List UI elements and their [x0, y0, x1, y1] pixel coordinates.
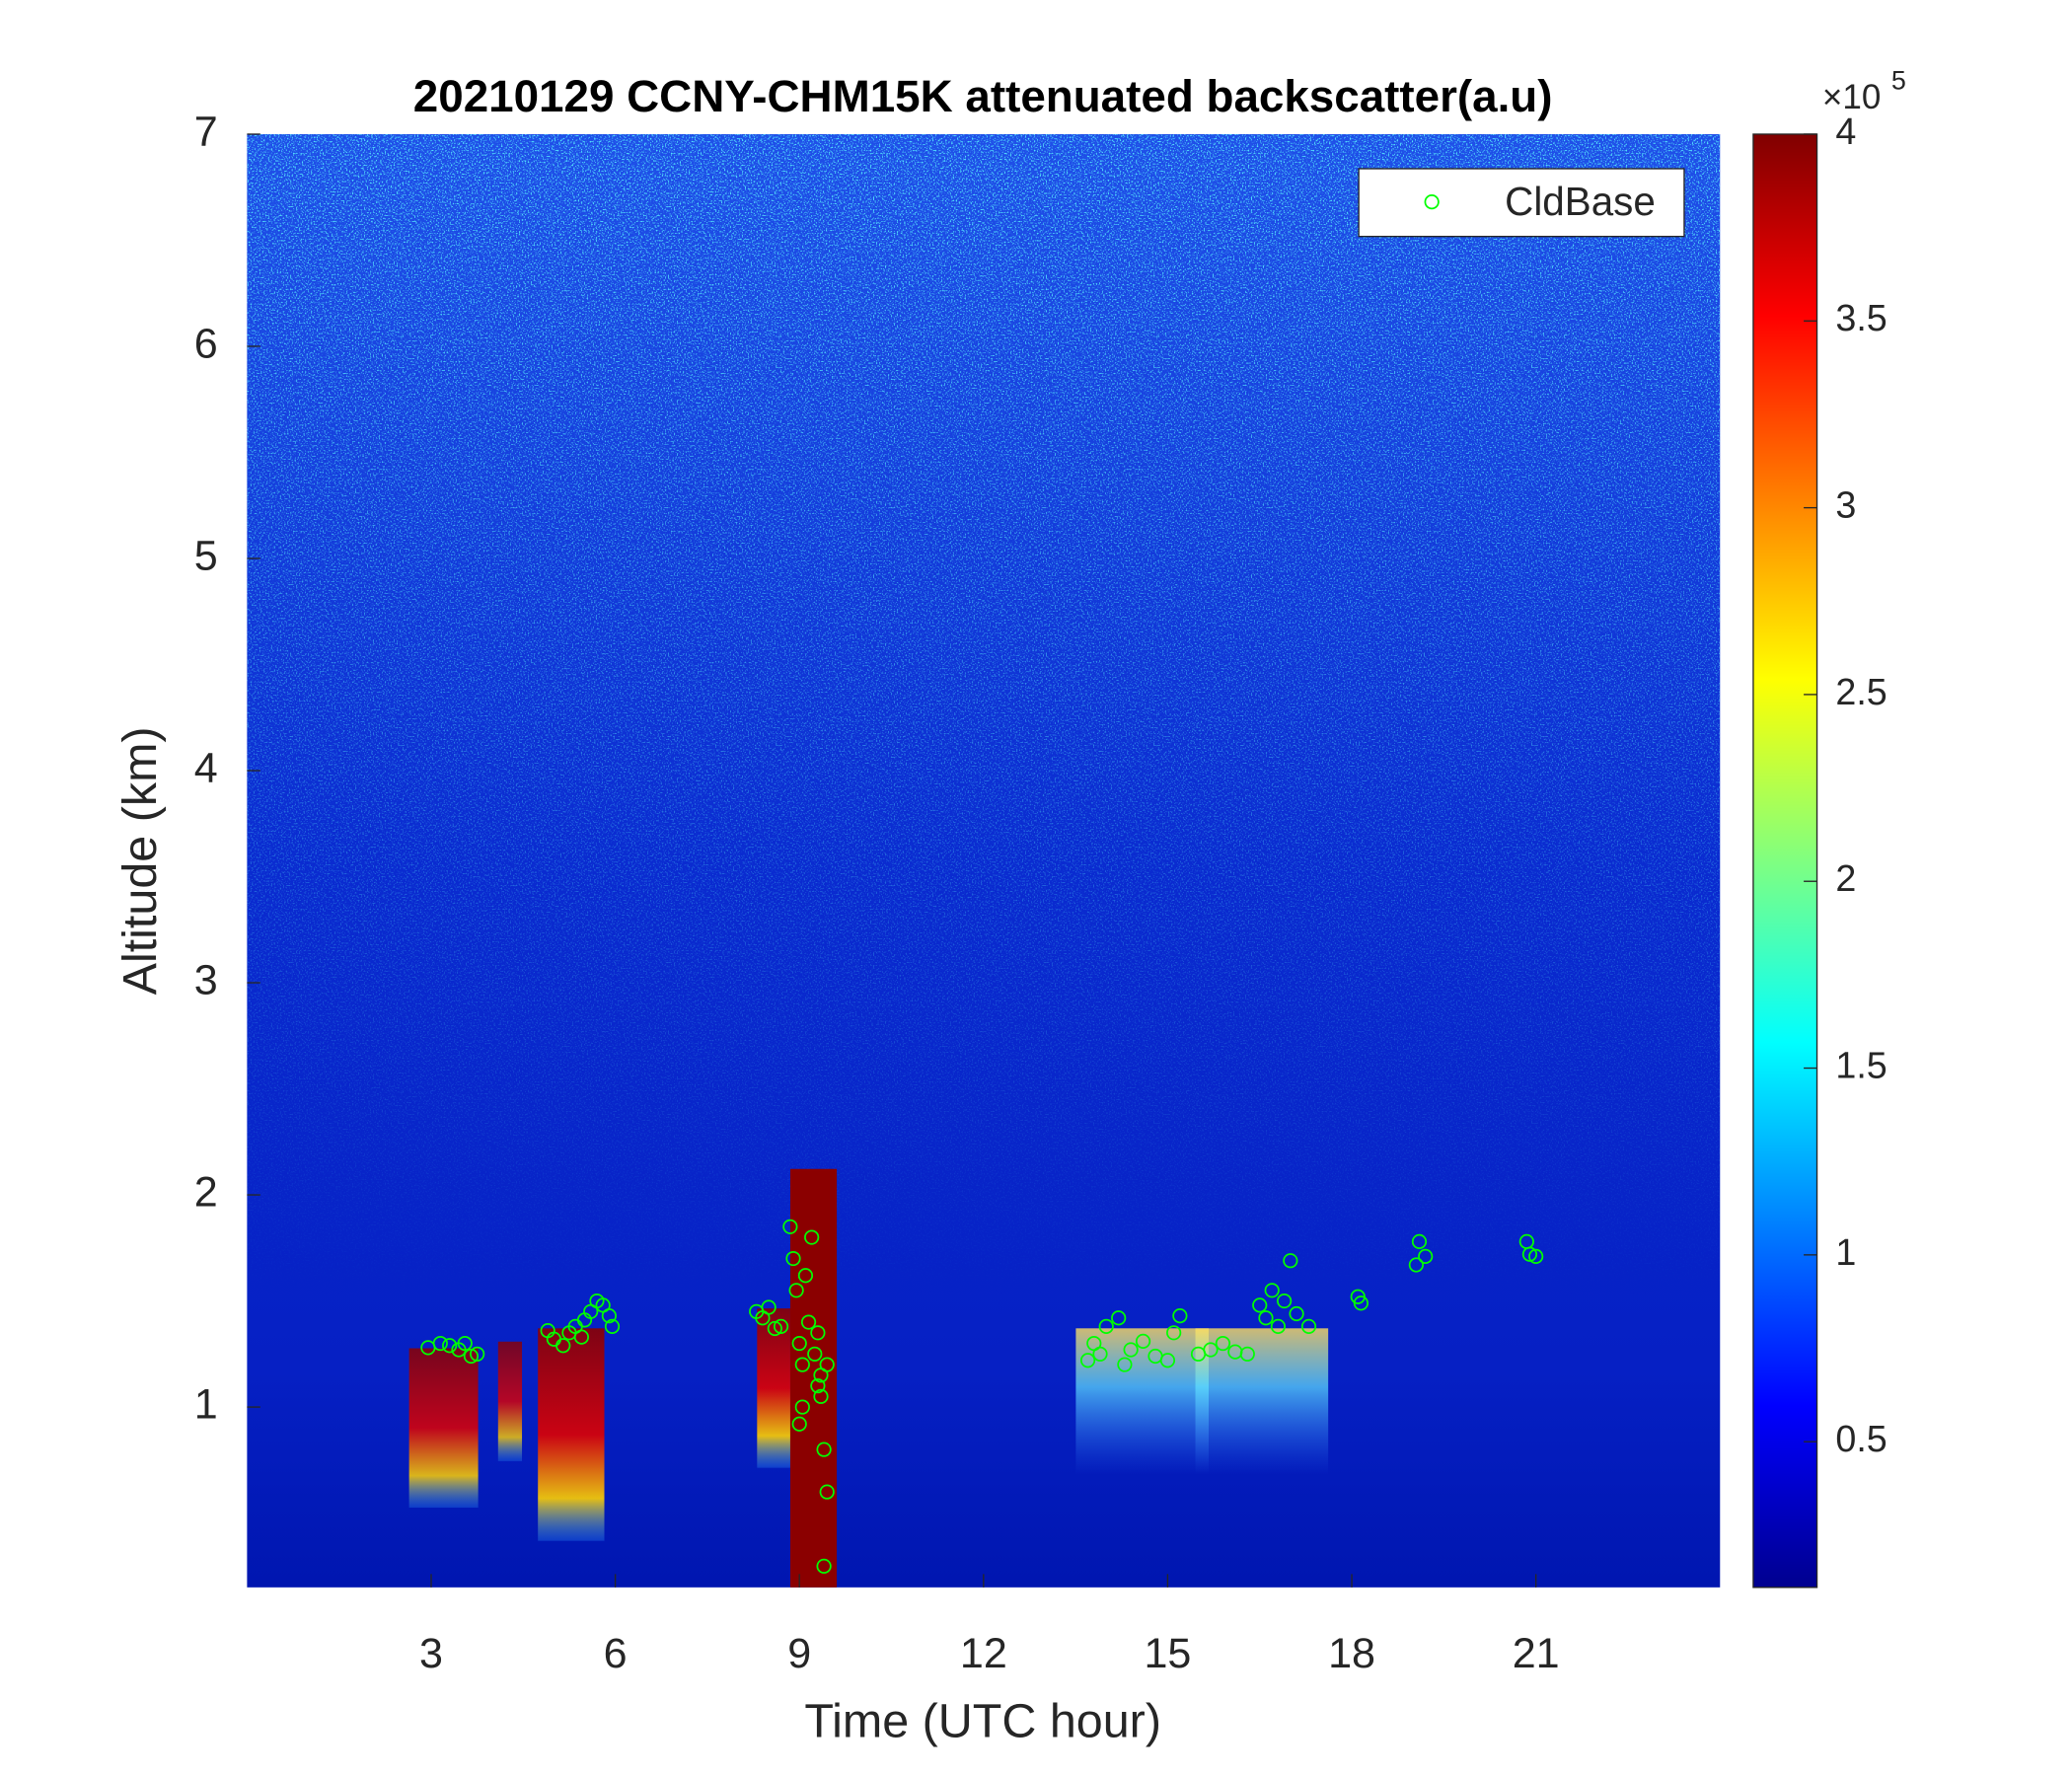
y-tick-label: 6 — [194, 320, 218, 367]
x-tick-label: 12 — [960, 1630, 1007, 1677]
colorbar-tick-label: 1 — [1835, 1231, 1856, 1273]
cloud-base-point — [816, 1558, 832, 1574]
backscatter-field — [247, 133, 1721, 1588]
cloud-base-point — [785, 1250, 801, 1267]
colorbar-tick-label: 3 — [1835, 484, 1856, 526]
cloud-base-point — [1135, 1333, 1151, 1350]
cloud-base-point — [1098, 1318, 1114, 1334]
cloud-base-point — [1258, 1310, 1274, 1326]
colorbar-tick-label: 0.5 — [1835, 1418, 1887, 1459]
cloud-base-point — [1418, 1248, 1434, 1265]
cloud-base-point — [773, 1318, 789, 1334]
legend: CldBase — [1358, 168, 1685, 238]
x-tick-label: 15 — [1144, 1630, 1191, 1677]
cloud-base-point — [1408, 1257, 1424, 1273]
cloud-base-point — [1264, 1283, 1280, 1298]
cloud-base-point — [794, 1399, 810, 1415]
y-tick-label: 2 — [194, 1168, 218, 1216]
cloud-base-point — [791, 1335, 807, 1352]
cloud-base-point — [1353, 1295, 1369, 1311]
cloud-base-point — [1270, 1318, 1287, 1334]
cloud-base-point — [1277, 1293, 1293, 1309]
x-tick-label: 18 — [1328, 1630, 1375, 1677]
cloud-base-point — [442, 1338, 458, 1354]
cloud-base-point — [1159, 1353, 1176, 1369]
x-axis-label: Time (UTC hour) — [804, 1694, 1161, 1747]
x-tick-label: 3 — [419, 1630, 443, 1677]
cloud-base-point — [1215, 1335, 1231, 1352]
colorbar-tick-label: 4 — [1835, 111, 1856, 152]
cloud-base-point — [463, 1348, 480, 1365]
cloud-base-point — [804, 1229, 820, 1245]
legend-marker — [1424, 194, 1440, 210]
cloud-base-point — [1289, 1305, 1304, 1322]
y-tick-label: 5 — [194, 532, 218, 579]
cloud-base-point — [788, 1283, 804, 1298]
cloud-base-point — [604, 1318, 621, 1334]
cloud-base-point — [1172, 1308, 1188, 1324]
cloud-base-point — [1079, 1353, 1096, 1369]
cloud-base-point — [1166, 1325, 1182, 1341]
cloud-base-point — [782, 1219, 798, 1234]
y-axis-label: Altitude (km) — [113, 726, 167, 995]
cloud-base-point — [1521, 1246, 1538, 1262]
cloud-base-point — [791, 1416, 807, 1432]
cloud-base-point — [810, 1377, 826, 1394]
cloud-base-point — [797, 1268, 814, 1284]
cloud-base-point — [1092, 1346, 1108, 1362]
cloud-base-point — [819, 1357, 835, 1372]
cloud-base-point — [555, 1338, 571, 1354]
y-tick-label: 3 — [194, 956, 218, 1003]
y-tick-label: 1 — [194, 1380, 218, 1428]
chart-title: 20210129 CCNY-CHM15K attenuated backscat… — [413, 71, 1553, 121]
cloud-base-point — [1411, 1233, 1428, 1249]
colorbar-tick-label: 2.5 — [1835, 671, 1887, 712]
cloud-base-point — [1252, 1297, 1268, 1313]
cloud-base-point — [819, 1484, 835, 1500]
colorbar-scale: ×10 — [1822, 78, 1881, 116]
cloud-base-point — [1123, 1342, 1139, 1358]
x-tick-label: 21 — [1513, 1630, 1560, 1677]
cloud-base-point — [1283, 1253, 1298, 1269]
cloud-base-point — [1203, 1342, 1219, 1358]
cloud-base-point — [1528, 1248, 1544, 1265]
cloud-base-point — [794, 1357, 810, 1372]
colorbar-tick-label: 1.5 — [1835, 1044, 1887, 1085]
cloud-base-point — [1111, 1310, 1127, 1326]
cloud-base-point — [457, 1335, 473, 1352]
cloud-base-point — [767, 1320, 782, 1337]
colorbar-tick-label: 3.5 — [1835, 297, 1887, 338]
cloud-base-point — [1239, 1346, 1255, 1362]
y-tick-label: 4 — [194, 744, 218, 791]
cloud-base-point — [1300, 1318, 1317, 1334]
x-tick-label: 6 — [604, 1630, 628, 1677]
cloud-base-point — [813, 1388, 829, 1404]
y-tick-label: 7 — [194, 108, 218, 155]
colorbar-tick-label: 2 — [1835, 857, 1856, 899]
cloud-base-point — [761, 1299, 777, 1315]
cloud-base-point — [800, 1314, 817, 1330]
colorbar-exponent: 5 — [1891, 66, 1906, 96]
cloud-base-point — [810, 1325, 826, 1341]
cloud-base-point — [816, 1442, 832, 1457]
colorbar — [1752, 133, 1818, 1589]
cloud-base-point — [1117, 1357, 1133, 1372]
legend-label: CldBase — [1505, 179, 1656, 224]
cloud-base-point — [573, 1329, 589, 1345]
cloud-base-point — [601, 1308, 617, 1324]
cloud-base-point — [470, 1346, 485, 1362]
x-tick-label: 9 — [787, 1630, 811, 1677]
cloud-base-point — [432, 1335, 448, 1352]
cloud-base-point — [807, 1346, 823, 1362]
